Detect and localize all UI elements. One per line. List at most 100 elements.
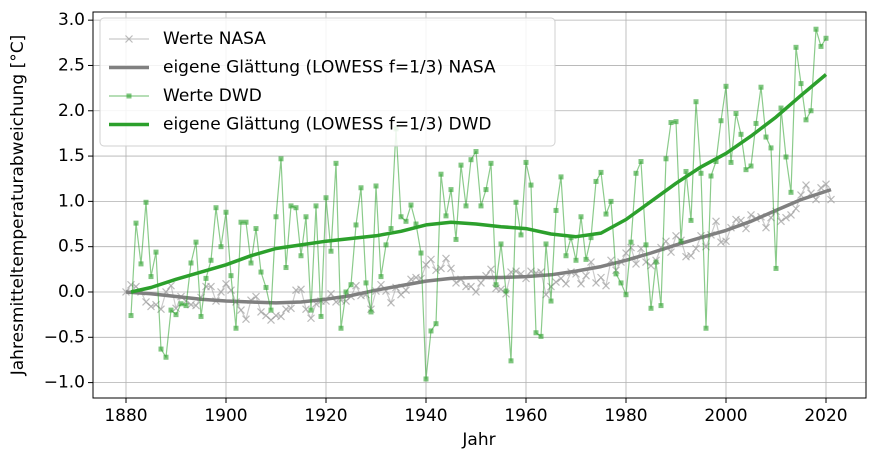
data-marker xyxy=(818,43,824,49)
data-marker xyxy=(643,242,649,248)
x-tick-label: 2020 xyxy=(804,406,847,426)
data-marker xyxy=(587,258,595,267)
data-marker xyxy=(383,242,389,248)
data-marker xyxy=(303,214,309,220)
data-marker xyxy=(442,254,450,263)
data-marker xyxy=(543,241,549,247)
data-marker xyxy=(778,105,784,111)
data-marker xyxy=(613,271,619,277)
x-axis-label: Jahr xyxy=(461,430,495,450)
data-marker xyxy=(472,288,480,296)
data-marker xyxy=(683,168,689,174)
data-marker xyxy=(632,259,640,268)
data-marker xyxy=(263,284,269,290)
data-marker xyxy=(633,170,639,176)
data-marker xyxy=(823,35,829,41)
data-marker xyxy=(168,307,174,313)
data-marker xyxy=(558,174,564,180)
data-marker xyxy=(278,156,284,162)
data-marker xyxy=(573,257,579,263)
data-marker xyxy=(548,298,554,304)
data-marker xyxy=(352,281,360,290)
data-marker xyxy=(217,288,225,296)
data-marker xyxy=(163,354,169,360)
y-tick-label: 0.5 xyxy=(58,237,85,257)
data-marker xyxy=(747,211,755,219)
data-marker xyxy=(763,134,769,140)
data-marker xyxy=(533,330,539,336)
data-marker xyxy=(588,235,594,241)
x-tick-label: 1940 xyxy=(404,406,447,426)
data-marker xyxy=(663,156,669,162)
data-marker xyxy=(343,289,349,295)
data-marker xyxy=(327,289,335,298)
data-marker xyxy=(468,157,474,163)
data-marker xyxy=(148,274,154,280)
data-marker xyxy=(758,84,764,90)
x-tick-label: 1900 xyxy=(204,406,247,426)
data-marker xyxy=(348,282,354,288)
data-marker xyxy=(668,120,674,126)
data-marker xyxy=(173,312,179,318)
data-marker xyxy=(147,302,155,311)
data-marker xyxy=(428,328,434,334)
data-marker xyxy=(583,256,589,262)
data-marker xyxy=(438,171,444,177)
data-marker xyxy=(233,325,239,331)
data-marker xyxy=(713,159,719,165)
data-marker xyxy=(298,253,304,259)
series-line xyxy=(125,183,832,321)
data-marker xyxy=(213,205,219,211)
data-marker xyxy=(783,154,789,160)
data-marker xyxy=(277,312,285,321)
x-tick-label: 2000 xyxy=(704,406,747,426)
data-marker xyxy=(687,251,695,260)
data-marker xyxy=(353,222,359,228)
data-marker xyxy=(623,292,629,298)
data-marker xyxy=(207,282,215,291)
data-marker xyxy=(753,120,759,126)
data-marker xyxy=(433,321,439,327)
data-marker xyxy=(243,219,249,225)
data-marker xyxy=(667,248,675,257)
data-marker xyxy=(293,205,299,211)
y-tick-label: 0.0 xyxy=(58,282,85,302)
data-marker xyxy=(188,260,194,266)
legend-marker xyxy=(125,35,133,43)
data-marker xyxy=(822,180,830,189)
data-marker xyxy=(593,178,599,184)
data-marker xyxy=(712,217,720,226)
data-marker xyxy=(227,286,235,295)
data-marker xyxy=(787,211,795,219)
data-marker xyxy=(418,250,424,256)
data-marker xyxy=(792,204,800,213)
data-marker xyxy=(688,217,694,223)
data-marker xyxy=(413,221,419,227)
data-marker xyxy=(208,257,214,263)
data-marker xyxy=(447,264,455,273)
data-marker xyxy=(782,213,790,222)
data-marker xyxy=(268,307,274,313)
data-marker xyxy=(368,309,374,315)
y-tick-label: 3.0 xyxy=(58,10,85,30)
data-marker xyxy=(678,238,684,244)
data-marker xyxy=(228,273,234,279)
data-marker xyxy=(673,119,679,125)
data-marker xyxy=(307,314,315,323)
data-marker xyxy=(762,223,770,232)
data-marker xyxy=(283,265,289,271)
x-tick-label: 1980 xyxy=(604,406,647,426)
data-marker xyxy=(628,239,634,245)
data-marker xyxy=(723,83,729,89)
data-marker xyxy=(218,244,224,250)
data-marker xyxy=(122,288,130,296)
data-marker xyxy=(513,199,519,205)
data-marker xyxy=(777,217,785,226)
data-marker xyxy=(493,282,499,288)
series-line xyxy=(130,28,827,380)
data-marker xyxy=(257,307,265,316)
data-marker xyxy=(178,301,184,307)
y-tick-label: 2.0 xyxy=(58,101,85,121)
data-marker xyxy=(398,214,404,220)
data-marker xyxy=(738,131,744,137)
